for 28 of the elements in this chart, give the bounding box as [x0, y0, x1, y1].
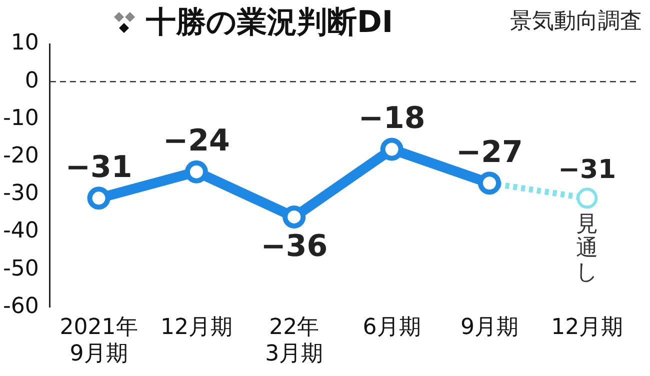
x-tick-label: 2021年 9月期: [60, 315, 138, 367]
point: [87, 186, 110, 210]
x-tick-label: 12月期: [160, 315, 232, 340]
y-tick-label: 0: [24, 68, 39, 94]
x-tick-label: 6月期: [362, 315, 421, 340]
y-tick-label: -10: [2, 106, 39, 131]
point: [184, 160, 208, 184]
chart-title: 十勝の業況判断DI: [146, 4, 394, 42]
x-tick-label: 9月期: [460, 315, 518, 340]
point: [380, 138, 404, 161]
annotation: 見通し: [576, 212, 599, 285]
data-label: −31: [558, 154, 616, 185]
y-tick-label: -60: [2, 294, 39, 319]
point: [576, 188, 598, 209]
data-label: −18: [358, 101, 426, 136]
point: [282, 205, 306, 228]
data-label: −24: [163, 124, 230, 159]
text: 景気動向調査: [510, 6, 642, 36]
data-label: −36: [260, 228, 328, 264]
y-tick-label: -30: [2, 181, 39, 206]
y-tick-label: -50: [2, 256, 39, 282]
data-label: −27: [456, 134, 523, 170]
y-tick-label: 10: [10, 30, 39, 56]
data-label: −31: [65, 150, 132, 185]
x-tick-label: 22年 3月期: [265, 315, 324, 367]
y-tick-label: -20: [2, 144, 39, 169]
x-tick-label: 12月期: [551, 315, 624, 340]
y-tick-label: -40: [2, 218, 39, 244]
